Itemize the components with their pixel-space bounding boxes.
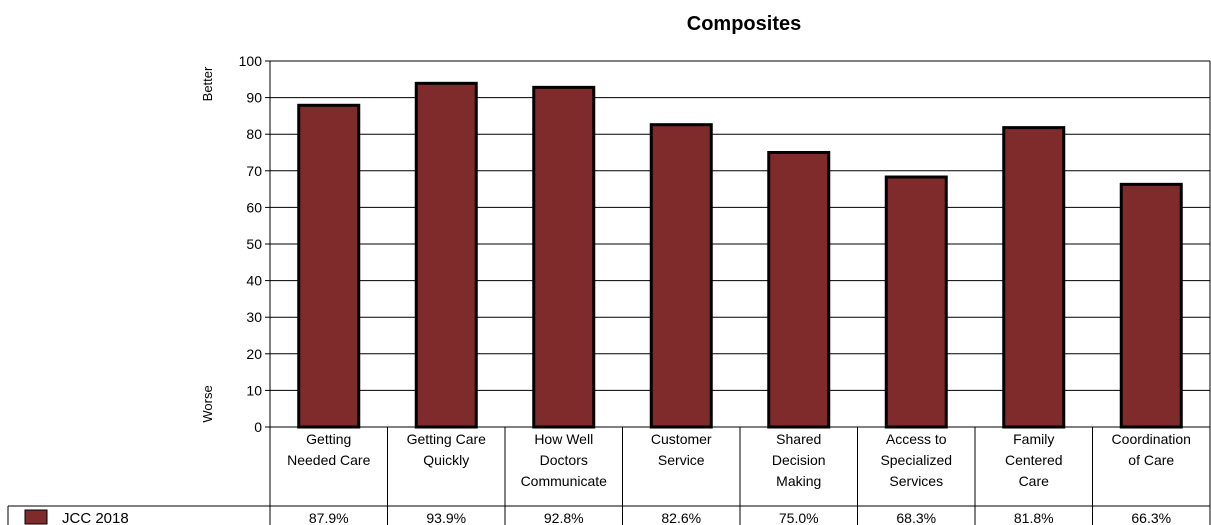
data-label: 93.9%	[426, 510, 466, 525]
x-tick-label: Centered	[1005, 452, 1063, 468]
x-tick-label: Needed Care	[287, 452, 370, 468]
y-axis-worse-label: Worse	[200, 385, 215, 422]
gridlines	[265, 60, 1211, 428]
y-tick-label: 80	[246, 126, 262, 142]
bar	[649, 123, 713, 429]
data-label: 87.9%	[309, 510, 349, 525]
x-tick-label: Customer	[651, 431, 712, 447]
x-tick-label: Doctors	[540, 452, 588, 468]
x-tick-label: Making	[776, 473, 821, 489]
data-label: 81.8%	[1014, 510, 1054, 525]
bar	[414, 81, 478, 429]
y-axis-better-label: Better	[200, 66, 215, 101]
y-tick-label: 30	[246, 309, 262, 325]
x-tick-label: Access to	[886, 431, 947, 447]
x-tick-label: Care	[1019, 473, 1050, 489]
x-tick-label: Getting	[306, 431, 351, 447]
data-label: 82.6%	[661, 510, 701, 525]
x-tick-label: Quickly	[423, 452, 469, 468]
y-tick-label: 40	[246, 273, 262, 289]
legend: JCC 2018	[24, 509, 129, 525]
x-tick-label: Coordination	[1112, 431, 1191, 447]
x-tick-label: Decision	[772, 452, 826, 468]
x-tick-label: How Well	[534, 431, 593, 447]
data-label: 92.8%	[544, 510, 584, 525]
x-tick-label: Services	[889, 473, 943, 489]
bar	[1119, 182, 1183, 429]
chart-title: Composites	[687, 13, 801, 35]
data-label: 66.3%	[1131, 510, 1171, 525]
bar	[532, 85, 596, 429]
y-tick-label: 50	[246, 236, 262, 252]
y-tick-label: 20	[246, 346, 262, 362]
x-tick-label: Shared	[776, 431, 821, 447]
y-axis-ticks: 0 10 20 30 40 50 60 70 80 90 100	[239, 53, 263, 435]
data-label: 68.3%	[896, 510, 936, 525]
data-table: Getting Needed Care 87.9% Getting Care Quick…	[7, 427, 1211, 525]
x-tick-label: Getting Care	[407, 431, 487, 447]
x-tick-label: Family	[1013, 431, 1054, 447]
y-tick-label: 10	[246, 382, 262, 398]
y-tick-label: 0	[254, 419, 262, 435]
bars	[297, 81, 1183, 429]
data-label: 75.0%	[779, 510, 819, 525]
y-tick-label: 60	[246, 199, 262, 215]
y-tick-label: 70	[246, 163, 262, 179]
bar	[297, 103, 361, 429]
x-tick-label: Specialized	[880, 452, 952, 468]
legend-label: JCC 2018	[62, 510, 129, 525]
y-tick-label: 90	[246, 90, 262, 106]
y-tick-label: 100	[239, 53, 263, 69]
bar	[767, 151, 831, 429]
legend-swatch	[24, 509, 48, 525]
bar	[1002, 126, 1066, 429]
bar	[884, 175, 948, 429]
x-tick-label: Communicate	[521, 473, 608, 489]
x-tick-label: of Care	[1128, 452, 1174, 468]
x-tick-label: Service	[658, 452, 705, 468]
